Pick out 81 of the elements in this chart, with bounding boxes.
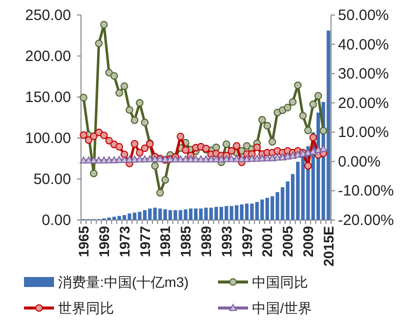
point (320, 126, 328, 134)
point (136, 99, 144, 107)
point (130, 140, 138, 148)
y-tick-label: 250.00 (25, 7, 71, 24)
y2-tick-label: 10.00% (338, 124, 389, 142)
x-tick-label: 2009 (300, 226, 316, 258)
point (309, 134, 317, 142)
point (110, 72, 118, 80)
x-tick-label: 2001 (259, 226, 276, 258)
point (140, 118, 149, 126)
point (309, 100, 317, 108)
y2-tick-label: -20.00% (338, 212, 394, 229)
point (268, 138, 276, 146)
point (232, 142, 240, 150)
legend-label: 世界同比 (58, 300, 114, 316)
point (320, 144, 328, 152)
point (212, 144, 220, 152)
point (136, 148, 144, 156)
y2-tick-label: 40.00% (338, 36, 389, 54)
point (140, 144, 149, 152)
point (304, 126, 312, 134)
point (126, 106, 134, 114)
point (80, 94, 88, 102)
point (294, 81, 302, 90)
point (90, 170, 98, 178)
x-tick-label: 1977 (136, 226, 153, 258)
point (263, 122, 272, 130)
y2-tick-label: 0.00% (338, 153, 381, 170)
point (120, 82, 128, 90)
legend-label: 中国同比 (252, 274, 308, 290)
point (105, 136, 113, 144)
x-tick-label: 2015E (320, 226, 336, 266)
point (176, 132, 184, 140)
x-tick-label: 1965 (76, 226, 92, 258)
y2-tick-label: 50.00% (338, 7, 389, 24)
point (186, 155, 194, 162)
x-tick-label: 1973 (116, 226, 132, 258)
y2-tick-label: 20.00% (338, 94, 389, 112)
x-tick-label: 1993 (218, 226, 234, 258)
point (192, 155, 200, 162)
point (100, 132, 108, 140)
point (100, 20, 108, 28)
point (284, 104, 292, 112)
point (288, 98, 297, 106)
point (120, 150, 128, 158)
x-tick-label: 1997 (238, 226, 255, 258)
point (304, 162, 312, 170)
y-tick-label: 200.00 (25, 48, 71, 65)
point (115, 142, 124, 151)
y-tick-label: 50.00 (33, 171, 71, 188)
point (156, 188, 164, 197)
x-tick-label: 1981 (157, 226, 174, 258)
point (95, 40, 103, 48)
legend-label: 消费量:中国(十亿m3) (58, 274, 189, 290)
point (258, 116, 266, 124)
point (288, 152, 297, 159)
point (90, 132, 98, 140)
x-tick-label: 1985 (178, 226, 194, 258)
point (80, 131, 88, 139)
y2-tick-label: 30.00% (338, 66, 389, 83)
y2-tick-label: -10.00% (338, 182, 394, 200)
point (182, 146, 190, 154)
x-tick-label: 2005 (280, 226, 296, 258)
y-tick-label: 0.00 (42, 212, 71, 229)
point (84, 136, 92, 144)
point (161, 176, 169, 184)
legend-label: 中国/世界 (252, 300, 312, 316)
point (299, 112, 307, 120)
point (309, 148, 317, 155)
x-tick-label: 1969 (96, 226, 112, 258)
x-tick-label: 1989 (198, 226, 214, 258)
y-tick-label: 150.00 (25, 89, 71, 106)
y-tick-label: 100.00 (25, 130, 71, 147)
point (212, 155, 220, 162)
point (130, 116, 138, 124)
point (151, 162, 159, 170)
point (314, 146, 322, 154)
point (115, 89, 124, 97)
point (222, 140, 230, 148)
point (314, 92, 322, 100)
point (253, 144, 261, 152)
